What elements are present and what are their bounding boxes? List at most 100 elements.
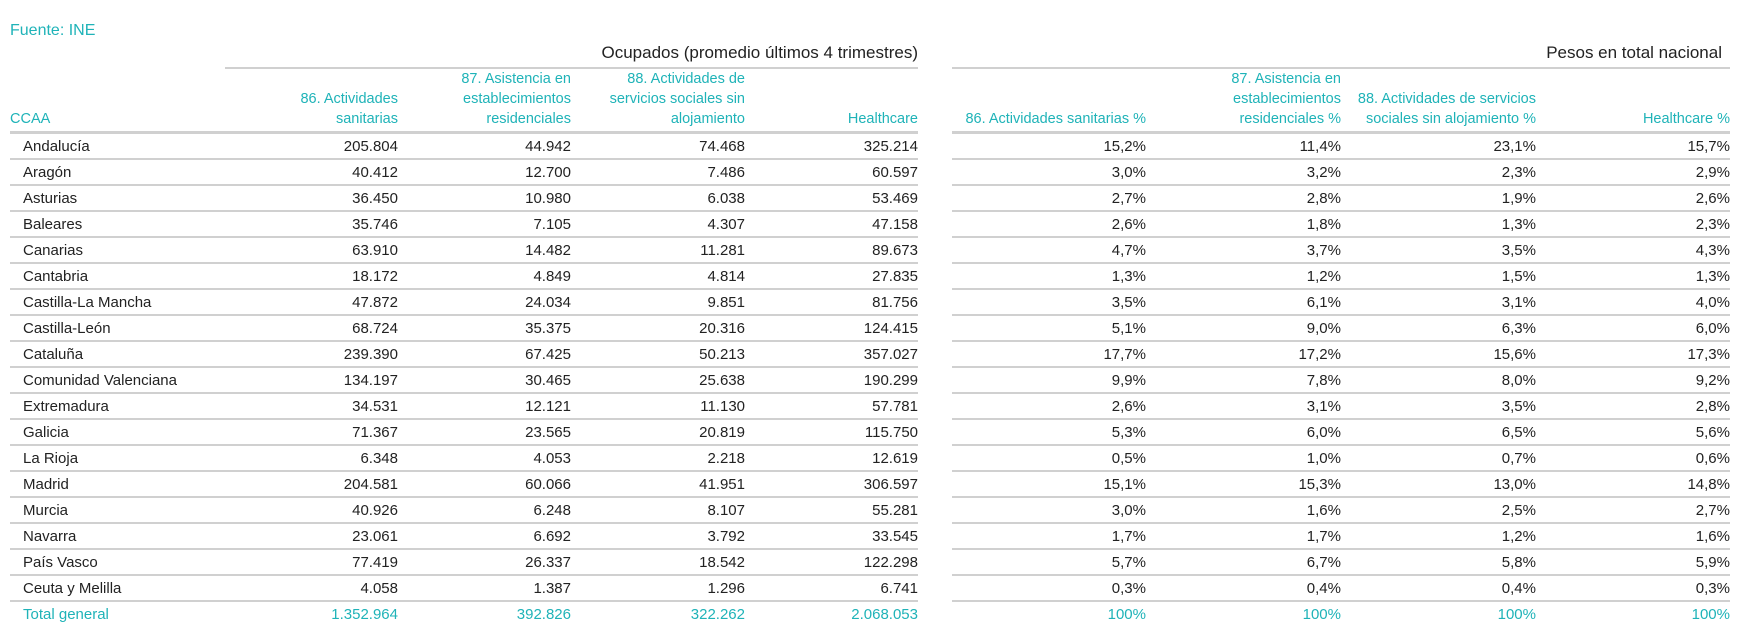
percent-cell: 15,2% (1103, 137, 1146, 155)
ccaa-cell: La Rioja (23, 449, 79, 467)
value-cell: 1.352.964 (331, 605, 398, 623)
percent-cell: 3,7% (1306, 241, 1341, 259)
percent-cell: 1,2% (1501, 527, 1536, 545)
table-row: Canarias 63.910 14.482 11.281 89.673 (10, 238, 918, 264)
percent-cell: 2,3% (1695, 215, 1730, 233)
weights-table-header: 86. Actividades sanitarias % 87. Asisten… (952, 69, 1730, 134)
percent-cell: 7,8% (1306, 371, 1341, 389)
value-cell: 2.218 (707, 449, 745, 467)
value-cell: 53.469 (872, 189, 918, 207)
value-cell: 239.390 (343, 345, 398, 363)
ccaa-cell: Total general (23, 605, 109, 623)
header-servicios-sociales: 88. Actividades de servicios sociales si… (609, 71, 745, 127)
percent-cell: 1,3% (1695, 267, 1730, 285)
ccaa-cell: Canarias (23, 241, 84, 259)
value-cell: 322.262 (690, 605, 745, 623)
value-cell: 25.638 (699, 371, 745, 389)
value-cell: 12.700 (525, 163, 571, 181)
percent-cell: 5,7% (1111, 553, 1146, 571)
percent-cell: 9,9% (1111, 371, 1146, 389)
value-cell: 18.542 (699, 553, 745, 571)
table-row: Navarra 23.061 6.692 3.792 33.545 (10, 524, 918, 550)
table-row: Comunidad Valenciana 134.197 30.465 25.638 1… (10, 368, 918, 394)
percent-cell: 11,4% (1299, 137, 1341, 155)
source-label: Fuente: INE (10, 22, 96, 39)
table-row: Andalucía 205.804 44.942 74.468 325.214 (10, 134, 918, 160)
percent-cell: 9,2% (1695, 371, 1730, 389)
weights-table: 86. Actividades sanitarias % 87. Asisten… (952, 69, 1730, 626)
percent-cell: 1,3% (1111, 267, 1146, 285)
ccaa-cell: Andalucía (23, 137, 90, 155)
ccaa-cell: Extremadura (23, 397, 109, 415)
percent-cell: 2,8% (1306, 189, 1341, 207)
total-row: 100% 100% 100% 100% (952, 602, 1730, 626)
percent-cell: 1,9% (1501, 189, 1536, 207)
percent-cell: 100% (1691, 605, 1730, 623)
percent-cell: 2,5% (1501, 501, 1536, 519)
percent-cell: 23,1% (1493, 137, 1536, 155)
value-cell: 63.910 (352, 241, 398, 259)
table-row: Galicia 71.367 23.565 20.819 115.750 (10, 420, 918, 446)
ccaa-cell: Madrid (23, 475, 69, 493)
value-cell: 122.298 (863, 553, 918, 571)
value-cell: 1.387 (533, 579, 571, 597)
percent-cell: 15,6% (1493, 345, 1536, 363)
value-cell: 1.296 (707, 579, 745, 597)
total-row: Total general 1.352.964 392.826 322.262 2.06… (10, 602, 918, 626)
header-residenciales: 87. Asistencia en establecimientos resid… (461, 71, 571, 127)
percent-cell: 2,3% (1501, 163, 1536, 181)
table-row: 2,6% 1,8% 1,3% 2,3% (952, 212, 1730, 238)
percent-cell: 1,8% (1306, 215, 1341, 233)
value-cell: 71.367 (352, 423, 398, 441)
table-row: Madrid 204.581 60.066 41.951 306.597 (10, 472, 918, 498)
percent-cell: 5,1% (1111, 319, 1146, 337)
value-cell: 55.281 (872, 501, 918, 519)
value-cell: 34.531 (352, 397, 398, 415)
header-sanitarias-pct: 86. Actividades sanitarias % (965, 111, 1146, 127)
table-row: Aragón 40.412 12.700 7.486 60.597 (10, 160, 918, 186)
table-row: La Rioja 6.348 4.053 2.218 12.619 (10, 446, 918, 472)
value-cell: 7.486 (707, 163, 745, 181)
value-cell: 27.835 (872, 267, 918, 285)
header-residenciales-pct: 87. Asistencia en establecimientos resid… (1231, 71, 1341, 127)
value-cell: 6.038 (707, 189, 745, 207)
value-cell: 9.851 (707, 293, 745, 311)
table-row: Ceuta y Melilla 4.058 1.387 1.296 6.741 (10, 576, 918, 602)
percent-cell: 1,7% (1111, 527, 1146, 545)
table-row: País Vasco 77.419 26.337 18.542 122.298 (10, 550, 918, 576)
value-cell: 357.027 (863, 345, 918, 363)
header-ccaa: CCAA (10, 111, 51, 127)
percent-cell: 5,3% (1111, 423, 1146, 441)
left-group-divider (225, 67, 918, 69)
table-row: 0,5% 1,0% 0,7% 0,6% (952, 446, 1730, 472)
percent-cell: 13,0% (1493, 475, 1536, 493)
left-group-title: Ocupados (promedio últimos 4 trimestres) (601, 43, 918, 62)
value-cell: 67.425 (525, 345, 571, 363)
percent-cell: 0,3% (1111, 579, 1146, 597)
value-cell: 6.348 (360, 449, 398, 467)
percent-cell: 6,1% (1306, 293, 1341, 311)
percent-cell: 2,9% (1695, 163, 1730, 181)
value-cell: 190.299 (863, 371, 918, 389)
table-row: 2,6% 3,1% 3,5% 2,8% (952, 394, 1730, 420)
table-row: 1,7% 1,7% 1,2% 1,6% (952, 524, 1730, 550)
ccaa-cell: Cataluña (23, 345, 84, 363)
percent-cell: 2,6% (1695, 189, 1730, 207)
percent-cell: 6,7% (1306, 553, 1341, 571)
ccaa-cell: Castilla-León (23, 319, 111, 337)
percent-cell: 1,0% (1306, 449, 1341, 467)
percent-cell: 5,8% (1501, 553, 1536, 571)
table-row: Baleares 35.746 7.105 4.307 47.158 (10, 212, 918, 238)
value-cell: 89.673 (872, 241, 918, 259)
value-cell: 6.692 (533, 527, 571, 545)
percent-cell: 3,2% (1306, 163, 1341, 181)
percent-cell: 9,0% (1306, 319, 1341, 337)
percent-cell: 3,5% (1501, 397, 1536, 415)
value-cell: 68.724 (352, 319, 398, 337)
percent-cell: 3,5% (1111, 293, 1146, 311)
percent-cell: 0,3% (1695, 579, 1730, 597)
value-cell: 134.197 (343, 371, 398, 389)
value-cell: 4.053 (533, 449, 571, 467)
value-cell: 20.819 (699, 423, 745, 441)
ccaa-cell: Aragón (23, 163, 72, 181)
